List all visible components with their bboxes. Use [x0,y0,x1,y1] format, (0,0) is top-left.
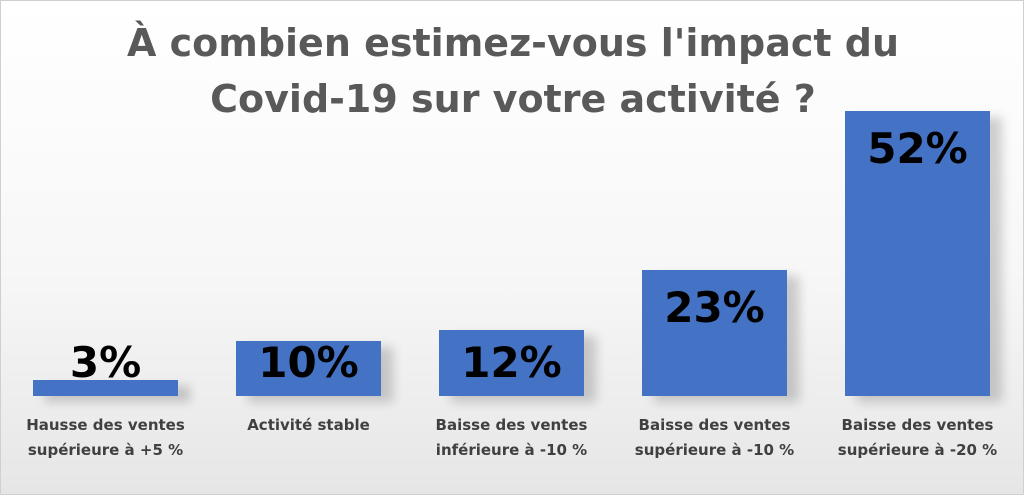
data-label: 10% [258,338,359,387]
x-tick-label: Hausse des ventes supérieure à +5 % [26,416,185,459]
bar [33,379,178,396]
x-tick-label: Baisse des ventes supérieure à -10 % [634,416,795,459]
chart-title: À combien estimez-vous l'impact du Covid… [126,21,900,121]
data-label: 3% [69,338,142,387]
bar [439,330,584,396]
x-tick-label: Baisse des ventes inférieure à -10 % [435,416,588,459]
bar [236,341,381,396]
data-label: 12% [461,338,562,387]
x-tick-label: Baisse des ventes supérieure à -20 % [837,416,998,459]
bar [642,269,787,396]
x-tick-label: Activité stable [247,416,370,434]
data-label: 52% [867,124,968,173]
data-label: 23% [664,282,765,332]
bar [845,111,990,396]
